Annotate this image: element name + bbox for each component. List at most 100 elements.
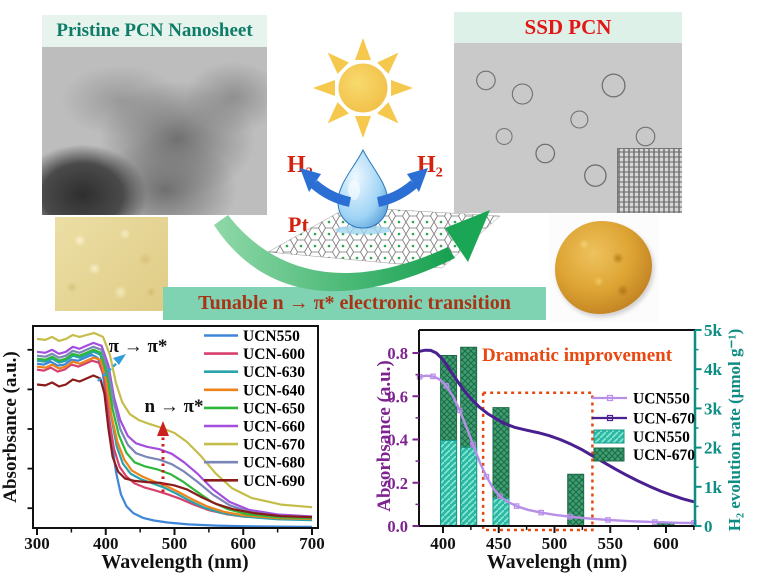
green-swoosh-arrow	[214, 210, 490, 292]
panel-title-ssd-pcn: SSD PCN	[454, 12, 682, 43]
curve-UCN-670	[36, 331, 313, 509]
tem-image-pristine-pcn	[42, 47, 267, 215]
curve-UCN-660	[36, 341, 313, 518]
right-chart-x-label: Wavelengh (nm)	[487, 551, 628, 573]
marker-UCN550	[456, 407, 463, 414]
x-tick-label: 450	[486, 534, 512, 553]
legend-label-UCN-690: UCN-690	[243, 473, 305, 490]
powder-blob	[555, 221, 652, 314]
yr-tick-label: 5k	[704, 321, 723, 340]
yl-tick-label: 0.8	[387, 344, 408, 363]
legend-patch-UCN-670	[593, 447, 625, 462]
bar-UCN-670-600	[657, 521, 675, 527]
legend-label-UCN-670: UCN-670	[633, 447, 695, 464]
powder-photo-golden	[549, 214, 659, 322]
marker-UCN550	[691, 520, 697, 526]
x-tick-label: 600	[231, 534, 257, 553]
bar-UCN-670-423	[460, 346, 478, 527]
marker-UCN550	[443, 383, 450, 389]
curve-UCN550	[36, 353, 313, 528]
legend-label-UCN-670: UCN-670	[633, 411, 695, 428]
bar-UCN-670-519	[567, 473, 585, 527]
marker-UCN550	[513, 503, 520, 509]
bar-UCN550-405	[440, 440, 458, 527]
curve-UCN-680	[36, 345, 313, 519]
h2-label-right: H₂	[417, 152, 443, 178]
curve-UCN-690	[36, 374, 313, 519]
n-pi-annotation: n → π*	[145, 396, 204, 417]
x-tick-label: 400	[430, 534, 456, 553]
legend-label-UCN550: UCN550	[633, 429, 690, 446]
left-chart-x-label: Wavelength (nm)	[101, 551, 248, 573]
absorbance-h2-rate-chart: 400 450 500 550 600 0.0 0.2 0.4 0.6 0.8 0 1k 2k 3k 4k 5…	[374, 321, 744, 573]
uv-vis-spectra-chart: 300 400 500 600 700UCN550UCN-600UCN-630UCN-6…	[0, 325, 325, 573]
curve-UCN-640	[36, 356, 313, 520]
panel-title-pristine-pcn: Pristine PCN Nanosheet	[42, 15, 267, 47]
h2-label-left: H₂	[287, 152, 313, 178]
left-chart-y-label: Absorbsance (a.u.)	[0, 351, 21, 502]
yl-tick-label: 0.2	[387, 474, 408, 493]
right-chart-yleft-label: Absorbsance (a.u.)	[374, 360, 395, 511]
marker-UCN550	[567, 513, 573, 520]
marker-UCN550	[416, 373, 423, 380]
legend-patch-UCN550	[593, 429, 625, 444]
yr-tick-label: 1k	[704, 478, 723, 497]
yl-tick-label: 0.0	[387, 517, 408, 536]
yl-tick-label: 0.4	[387, 431, 408, 450]
marker-UCN550	[483, 473, 490, 480]
curve-UCN550	[419, 374, 694, 525]
legend-marker	[606, 414, 614, 422]
bar-UCN550-423	[460, 447, 478, 527]
pi-pi-annotation: π → π*	[109, 336, 168, 357]
pt-label: Pt	[288, 212, 309, 237]
yl-tick-label: 0.6	[387, 387, 408, 406]
x-tick-label: 500	[542, 534, 568, 553]
legend-label-UCN550: UCN550	[243, 328, 300, 345]
banner-tunable-transition: Tunable n → π* electronic transition	[163, 287, 546, 320]
water-droplet-icon	[335, 148, 391, 235]
legend-label-UCN-600: UCN-600	[243, 346, 305, 363]
marker-UCN550	[538, 509, 544, 516]
bar-UCN-670-405	[440, 354, 458, 527]
yr-tick-label: 4k	[704, 360, 723, 379]
marker-UCN550	[497, 493, 503, 499]
n-pi-arrow	[157, 421, 169, 492]
x-tick-label: 500	[162, 534, 188, 553]
sun-icon	[313, 38, 413, 138]
marker-UCN550	[470, 442, 476, 448]
legend-label-UCN-640: UCN-640	[243, 382, 305, 399]
legend-label-UCN-660: UCN-660	[243, 419, 305, 436]
x-tick-label: 600	[653, 534, 679, 553]
tem-inset-lattice-fringes	[617, 148, 682, 213]
legend-label-UCN550: UCN550	[633, 391, 690, 408]
marker-UCN550	[605, 517, 611, 523]
curve-UCN-630	[36, 350, 313, 522]
legend-label-UCN-630: UCN-630	[243, 364, 305, 381]
legend-marker	[606, 394, 614, 402]
curve-UCN-670	[419, 348, 695, 504]
yr-tick-label: 2k	[704, 439, 723, 458]
dramatic-improvement-annotation: Dramatic improvement	[482, 345, 673, 366]
marker-UCN550	[652, 519, 658, 525]
curve-UCN-600	[36, 359, 313, 521]
right-chart-yright-label: H₂ evolution rate (μmol g⁻¹)	[725, 329, 744, 532]
marker-UCN550	[430, 373, 436, 380]
x-tick-label: 550	[598, 534, 624, 553]
tem-image-ssd-pcn	[454, 43, 682, 213]
legend-label-UCN-670: UCN-670	[243, 437, 305, 454]
x-tick-label: 700	[299, 534, 325, 553]
yr-tick-label: 0	[704, 517, 713, 536]
yr-tick-label: 3k	[704, 399, 723, 418]
bar-UCN550-452	[492, 498, 510, 527]
powder-photo-pale-yellow	[55, 217, 168, 311]
x-tick-label: 400	[93, 534, 119, 553]
pi-pi-arrow	[97, 354, 126, 382]
highlight-box	[481, 391, 594, 532]
curve-UCN-650	[36, 348, 313, 520]
bar-UCN-670-452	[492, 407, 510, 527]
x-tick-label: 300	[24, 534, 50, 553]
left-plot-frame	[32, 325, 319, 529]
legend-label-UCN-680: UCN-680	[243, 455, 305, 472]
legend-label-UCN-650: UCN-650	[243, 400, 305, 417]
